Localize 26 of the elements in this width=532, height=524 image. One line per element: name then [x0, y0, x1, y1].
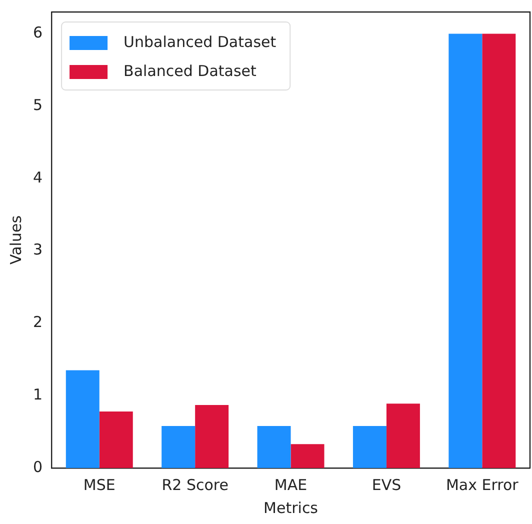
bar — [386, 404, 420, 468]
y-tick-label: 1 — [32, 386, 43, 404]
y-tick-label: 5 — [32, 96, 43, 114]
bar — [66, 370, 100, 468]
x-tick-label: MAE — [274, 476, 308, 494]
bar — [99, 412, 133, 468]
y-tick-label: 4 — [32, 168, 43, 186]
y-tick-label: 0 — [32, 458, 43, 476]
bar — [257, 426, 291, 468]
bar — [482, 34, 516, 468]
y-tick-label: 2 — [32, 313, 43, 332]
bar — [352, 426, 386, 468]
bar — [290, 444, 324, 468]
legend-label: Unbalanced Dataset — [124, 32, 276, 51]
y-axis-title: Values — [6, 215, 25, 265]
x-axis-title: Metrics — [264, 498, 318, 517]
x-tick-label: R2 Score — [162, 476, 228, 494]
y-tick-label: 6 — [32, 24, 43, 42]
legend-label: Balanced Dataset — [124, 62, 257, 80]
bar — [448, 34, 482, 468]
x-tick-label: EVS — [372, 476, 402, 494]
bar — [195, 405, 229, 468]
x-tick-label: Max Error — [446, 476, 520, 494]
x-tick-label: MSE — [83, 476, 116, 494]
y-tick-label: 3 — [32, 240, 43, 259]
bar — [162, 426, 196, 468]
